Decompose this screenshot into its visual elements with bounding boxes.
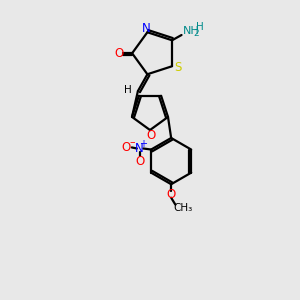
Text: N: N [142, 22, 151, 35]
Text: –: – [129, 137, 135, 147]
Text: +: + [139, 139, 147, 149]
Text: NH: NH [183, 26, 199, 36]
Text: H: H [124, 85, 132, 95]
Text: 2: 2 [194, 29, 199, 38]
Text: N: N [135, 142, 144, 155]
Text: O: O [122, 141, 131, 154]
Text: S: S [174, 61, 182, 74]
Text: O: O [135, 155, 144, 168]
Text: O: O [146, 129, 156, 142]
Text: H: H [196, 22, 203, 32]
Text: O: O [114, 47, 124, 60]
Text: CH₃: CH₃ [173, 203, 192, 213]
Text: O: O [167, 188, 176, 201]
